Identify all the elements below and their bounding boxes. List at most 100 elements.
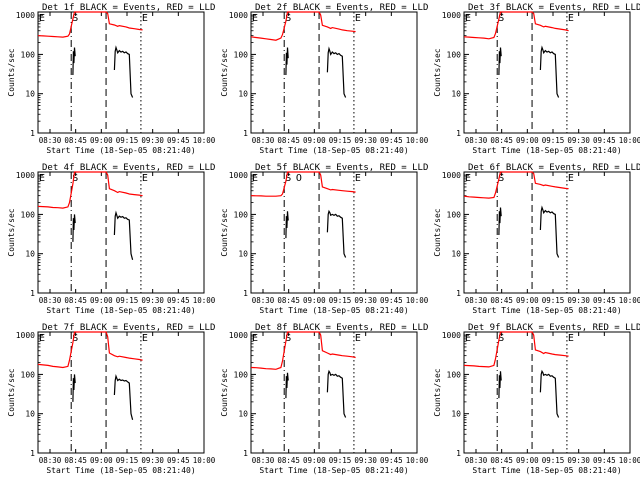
x-tick-label: 09:30 xyxy=(354,456,377,465)
series-line-lld xyxy=(463,171,569,199)
x-tick-label: 08:30 xyxy=(252,456,275,465)
panel-5: Det 5f BLACK = Events, RED = LLD 1 10 100 10… xyxy=(220,163,429,315)
x-tick-label: 08:30 xyxy=(39,296,62,305)
y-tick-label: 100 xyxy=(234,210,249,219)
x-tick-label: 08:30 xyxy=(252,296,275,305)
series-line-events xyxy=(72,45,134,98)
y-tick-label: 100 xyxy=(447,370,462,379)
x-tick-label: 09:00 xyxy=(90,456,113,465)
y-tick-label: 10 xyxy=(25,410,35,419)
start-marker-label: E xyxy=(252,173,258,184)
y-tick-label: 10 xyxy=(238,410,248,419)
plot-frame xyxy=(250,171,418,294)
y-axis-label: Counts/sec xyxy=(433,368,442,416)
y-tick-label: 1 xyxy=(30,129,35,138)
panel-title: Det 7f BLACK = Events, RED = LLD xyxy=(42,323,215,333)
x-tick-label: 08:45 xyxy=(277,456,300,465)
vertical-marker-label: E xyxy=(568,13,574,24)
plot-frame xyxy=(463,11,631,134)
y-tick-label: 1 xyxy=(456,289,461,298)
panel-8: Det 8f BLACK = Events, RED = LLD 1 10 100 10… xyxy=(220,323,429,475)
vertical-marker-label: S xyxy=(72,333,78,344)
x-tick-label: 10:00 xyxy=(619,296,640,305)
x-tick-label: 08:30 xyxy=(252,136,275,145)
series-line-events xyxy=(498,369,560,418)
y-tick-label: 1000 xyxy=(16,171,35,180)
x-tick-label: 09:15 xyxy=(116,296,139,305)
x-tick-label: 09:30 xyxy=(567,296,590,305)
series-line-events xyxy=(285,209,347,258)
x-tick-label: 09:15 xyxy=(542,296,565,305)
x-tick-label: 09:00 xyxy=(516,136,539,145)
vertical-marker-label: E xyxy=(355,13,361,24)
o-marker-label: O xyxy=(296,173,302,184)
y-tick-label: 1000 xyxy=(229,11,248,20)
x-tick-label: 09:45 xyxy=(380,456,403,465)
y-tick-label: 1000 xyxy=(442,331,461,340)
series-line-events xyxy=(72,374,134,420)
x-axis-label: Start Time (18-Sep-05 08:21:40) xyxy=(259,466,408,475)
x-tick-label: 09:15 xyxy=(116,136,139,145)
x-tick-label: 09:30 xyxy=(141,456,164,465)
y-axis-label: Counts/sec xyxy=(7,208,16,256)
series-line-lld xyxy=(250,11,356,41)
x-tick-label: 10:00 xyxy=(406,136,429,145)
x-tick-label: 10:00 xyxy=(193,136,216,145)
y-tick-label: 1 xyxy=(456,449,461,458)
x-tick-label: 08:45 xyxy=(64,296,87,305)
vertical-marker-label: E xyxy=(355,333,361,344)
panel-title: Det 9f BLACK = Events, RED = LLD xyxy=(468,323,640,333)
x-tick-label: 10:00 xyxy=(406,456,429,465)
y-axis-label: Counts/sec xyxy=(7,48,16,96)
x-axis-label: Start Time (18-Sep-05 08:21:40) xyxy=(472,306,621,315)
start-marker-label: E xyxy=(465,13,471,24)
vertical-marker-label: E xyxy=(568,333,574,344)
y-tick-label: 100 xyxy=(21,370,36,379)
y-tick-label: 100 xyxy=(21,50,36,59)
x-tick-label: 09:30 xyxy=(354,136,377,145)
x-tick-label: 10:00 xyxy=(193,296,216,305)
y-tick-label: 10 xyxy=(25,90,35,99)
x-tick-label: 09:00 xyxy=(90,296,113,305)
x-tick-label: 09:30 xyxy=(141,136,164,145)
plot-frame xyxy=(37,331,205,454)
y-tick-label: 10 xyxy=(451,90,461,99)
y-tick-label: 10 xyxy=(25,250,35,259)
y-tick-label: 10 xyxy=(451,410,461,419)
vertical-marker-label: S xyxy=(285,13,291,24)
y-tick-label: 10 xyxy=(451,250,461,259)
start-marker-label: E xyxy=(465,333,471,344)
x-tick-label: 09:45 xyxy=(593,136,616,145)
series-line-events xyxy=(285,46,347,98)
x-tick-label: 09:30 xyxy=(141,296,164,305)
x-tick-label: 09:30 xyxy=(567,136,590,145)
x-axis-label: Start Time (18-Sep-05 08:21:40) xyxy=(46,466,195,475)
y-tick-label: 100 xyxy=(234,370,249,379)
y-axis-label: Counts/sec xyxy=(433,208,442,256)
x-tick-label: 09:15 xyxy=(116,456,139,465)
panel-title: Det 5f BLACK = Events, RED = LLD xyxy=(255,163,428,173)
x-tick-label: 09:30 xyxy=(567,456,590,465)
series-line-lld xyxy=(250,331,356,370)
x-tick-label: 09:45 xyxy=(167,296,190,305)
panel-title: Det 4f BLACK = Events, RED = LLD xyxy=(42,163,215,173)
panel-6: Det 6f BLACK = Events, RED = LLD 1 10 100 10… xyxy=(433,163,640,315)
vertical-marker-label: S xyxy=(498,13,504,24)
x-tick-label: 09:15 xyxy=(329,136,352,145)
start-marker-label: E xyxy=(252,13,258,24)
x-tick-label: 08:45 xyxy=(490,296,513,305)
x-tick-label: 09:45 xyxy=(167,456,190,465)
vertical-marker-label: S xyxy=(498,173,504,184)
y-tick-label: 100 xyxy=(21,210,36,219)
x-tick-label: 08:30 xyxy=(465,456,488,465)
x-tick-label: 08:30 xyxy=(465,296,488,305)
y-tick-label: 1 xyxy=(456,129,461,138)
panel-title: Det 1f BLACK = Events, RED = LLD xyxy=(42,3,215,13)
series-line-events xyxy=(498,45,560,98)
x-tick-label: 08:45 xyxy=(64,456,87,465)
series-line-lld xyxy=(463,11,569,40)
x-tick-label: 09:15 xyxy=(329,456,352,465)
x-axis-label: Start Time (18-Sep-05 08:21:40) xyxy=(259,146,408,155)
x-tick-label: 08:45 xyxy=(490,136,513,145)
x-tick-label: 09:00 xyxy=(516,296,539,305)
